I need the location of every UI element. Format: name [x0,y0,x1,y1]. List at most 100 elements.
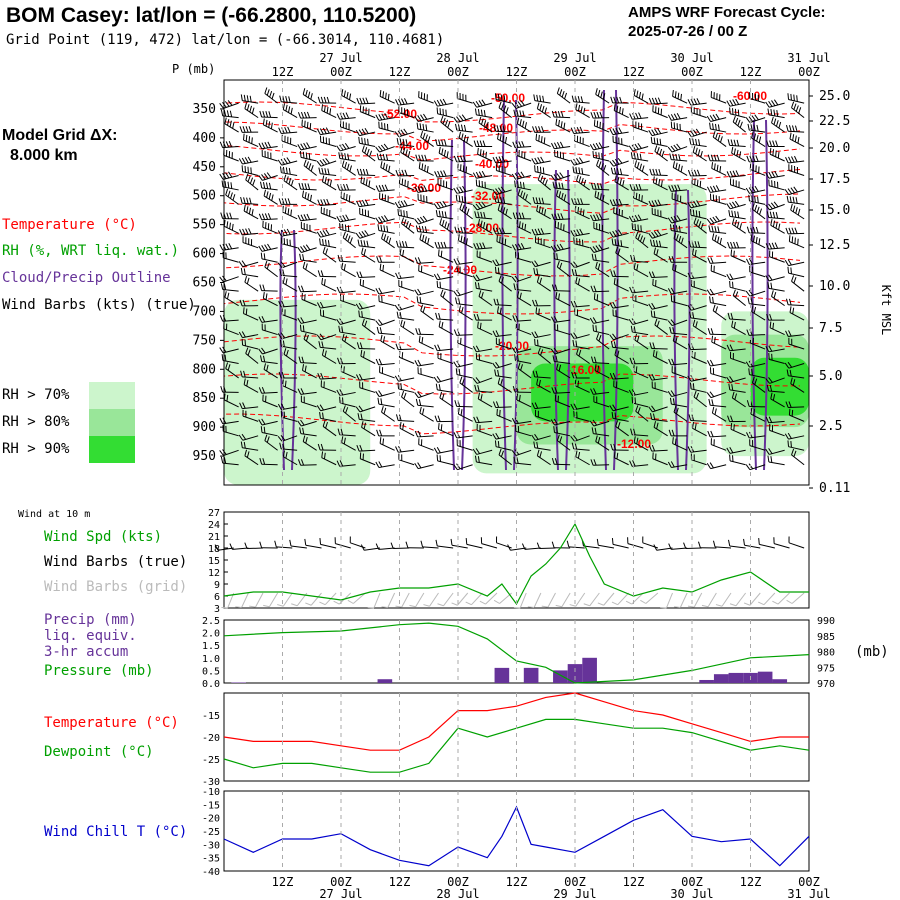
wind-barb-staff [721,592,732,607]
wind-barb-feather [655,168,659,176]
wind-barb-feather [590,459,594,466]
wind-barb-feather [671,256,675,263]
wind-barb-feather [418,399,422,406]
precip-tick-label: 2.5 [202,616,220,627]
wind-barb-feather [420,540,424,548]
wind-barb-feather [301,293,303,300]
wind-barb-feather [730,422,733,430]
wind-barb-feather [324,176,327,184]
wind-barb-feather [651,231,656,238]
wind-barb-feather [299,324,302,332]
wind-barb-feather [244,449,248,456]
wind-barb-staff [744,544,761,549]
wind-barb-feather [629,286,633,294]
wind-barb-feather [497,369,500,377]
wind-barb-feather [618,229,623,236]
wind-barb-feather [302,245,308,251]
wind-barb-feather [323,199,327,206]
wind-barb-staff [729,545,746,549]
wind-barb-feather [556,87,560,94]
wind-barb-feather [420,304,424,311]
wind-barb-feather [440,241,444,249]
wind-barb-feather [787,361,793,368]
wind-barb-feather [336,113,341,120]
wind-barb-feather [319,333,325,340]
wind-barb-feather [306,111,311,119]
wind-barb-feather [341,89,344,96]
wind-barb-feather [247,156,252,163]
wind-barb-feather [735,170,740,177]
wind-barb-feather [593,388,597,395]
wind-barb-feather [751,368,753,376]
wind-barb-feather [515,314,519,322]
wind-barb-feather [544,209,547,216]
wind-barb-feather [634,333,638,341]
wind-barb-feather [375,146,380,153]
wind-barb-feather [225,188,229,196]
wind-barb-feather [405,541,409,548]
wind-barb-feather [517,354,519,362]
wind-barb-feather [402,423,405,430]
wind-barb-feather [650,239,653,246]
wind-barb-feather [263,604,270,608]
wind-barb-feather [541,605,549,608]
wind-barb-feather [477,385,480,392]
wind-barb-feather [709,115,714,122]
wind-barb-feather [356,97,360,105]
wind-barb-staff [466,543,483,549]
wind-barb-feather [492,401,497,408]
wind-barb-feather [305,334,309,342]
wind-barb-feather [734,200,740,207]
wind-barb-feather [343,183,347,191]
wind-barb-feather [229,222,231,230]
wind-barb-feather [583,603,590,607]
wind-barb-feather [405,139,408,146]
wind-barb-feather [303,159,307,166]
wind-barb-feather [687,99,692,106]
wind-barb-feather [502,207,506,214]
wind-barb-feather [767,455,770,463]
wind-barb-feather [639,153,642,160]
wind-barb-feather [689,382,692,389]
wind-barb-feather [482,140,486,147]
time-hour-label-bottom: 12Z [506,875,528,889]
wind-barb-feather [765,243,770,250]
wind-barb-feather [559,243,564,250]
wind-barb-feather [672,327,675,334]
wind-barb-feather [550,245,555,252]
wind-barb-feather [531,434,536,441]
wind-barb-feather [536,441,539,449]
wind-barb-feather [628,389,633,396]
wind-barb-feather [788,330,792,337]
wind-barb-feather [398,414,402,421]
wind-barb-feather [706,115,712,122]
wind-barb-feather [733,241,737,249]
time-hour-label-top: 00Z [798,65,820,79]
wind-chill-tick-label: -40 [202,867,220,878]
wind-barb-feather [609,231,614,238]
wind-barb-feather [284,380,287,387]
wind-barb-feather [754,195,756,203]
wind-barb-feather [434,344,438,351]
forecast-cycle-label: AMPS WRF Forecast Cycle: [628,4,826,21]
wind-barb-feather [613,167,617,175]
wind-barb-feather [768,203,773,210]
wind-barb-feather [343,90,346,97]
precip-tick-label: 0.0 [202,679,220,690]
wind-barb-feather [473,416,477,423]
wind-barb-feather [221,354,224,361]
wind-barb-feather [494,93,497,100]
wind-barb-feather [537,157,542,164]
wind-barb-feather [712,304,716,311]
wind-barb-feather [258,419,263,426]
wind-barb-feather [569,604,576,607]
wind-chill-tick-label: -20 [202,814,220,825]
wind-barb-feather [232,194,236,201]
wind-barb-feather [578,167,581,174]
wind-barb-feather [784,362,790,369]
wind-barb-feather [248,126,252,133]
wind-barb-feather [500,205,503,212]
temperature-tick-label: -15 [202,711,220,722]
wind-barb-feather [461,204,465,212]
